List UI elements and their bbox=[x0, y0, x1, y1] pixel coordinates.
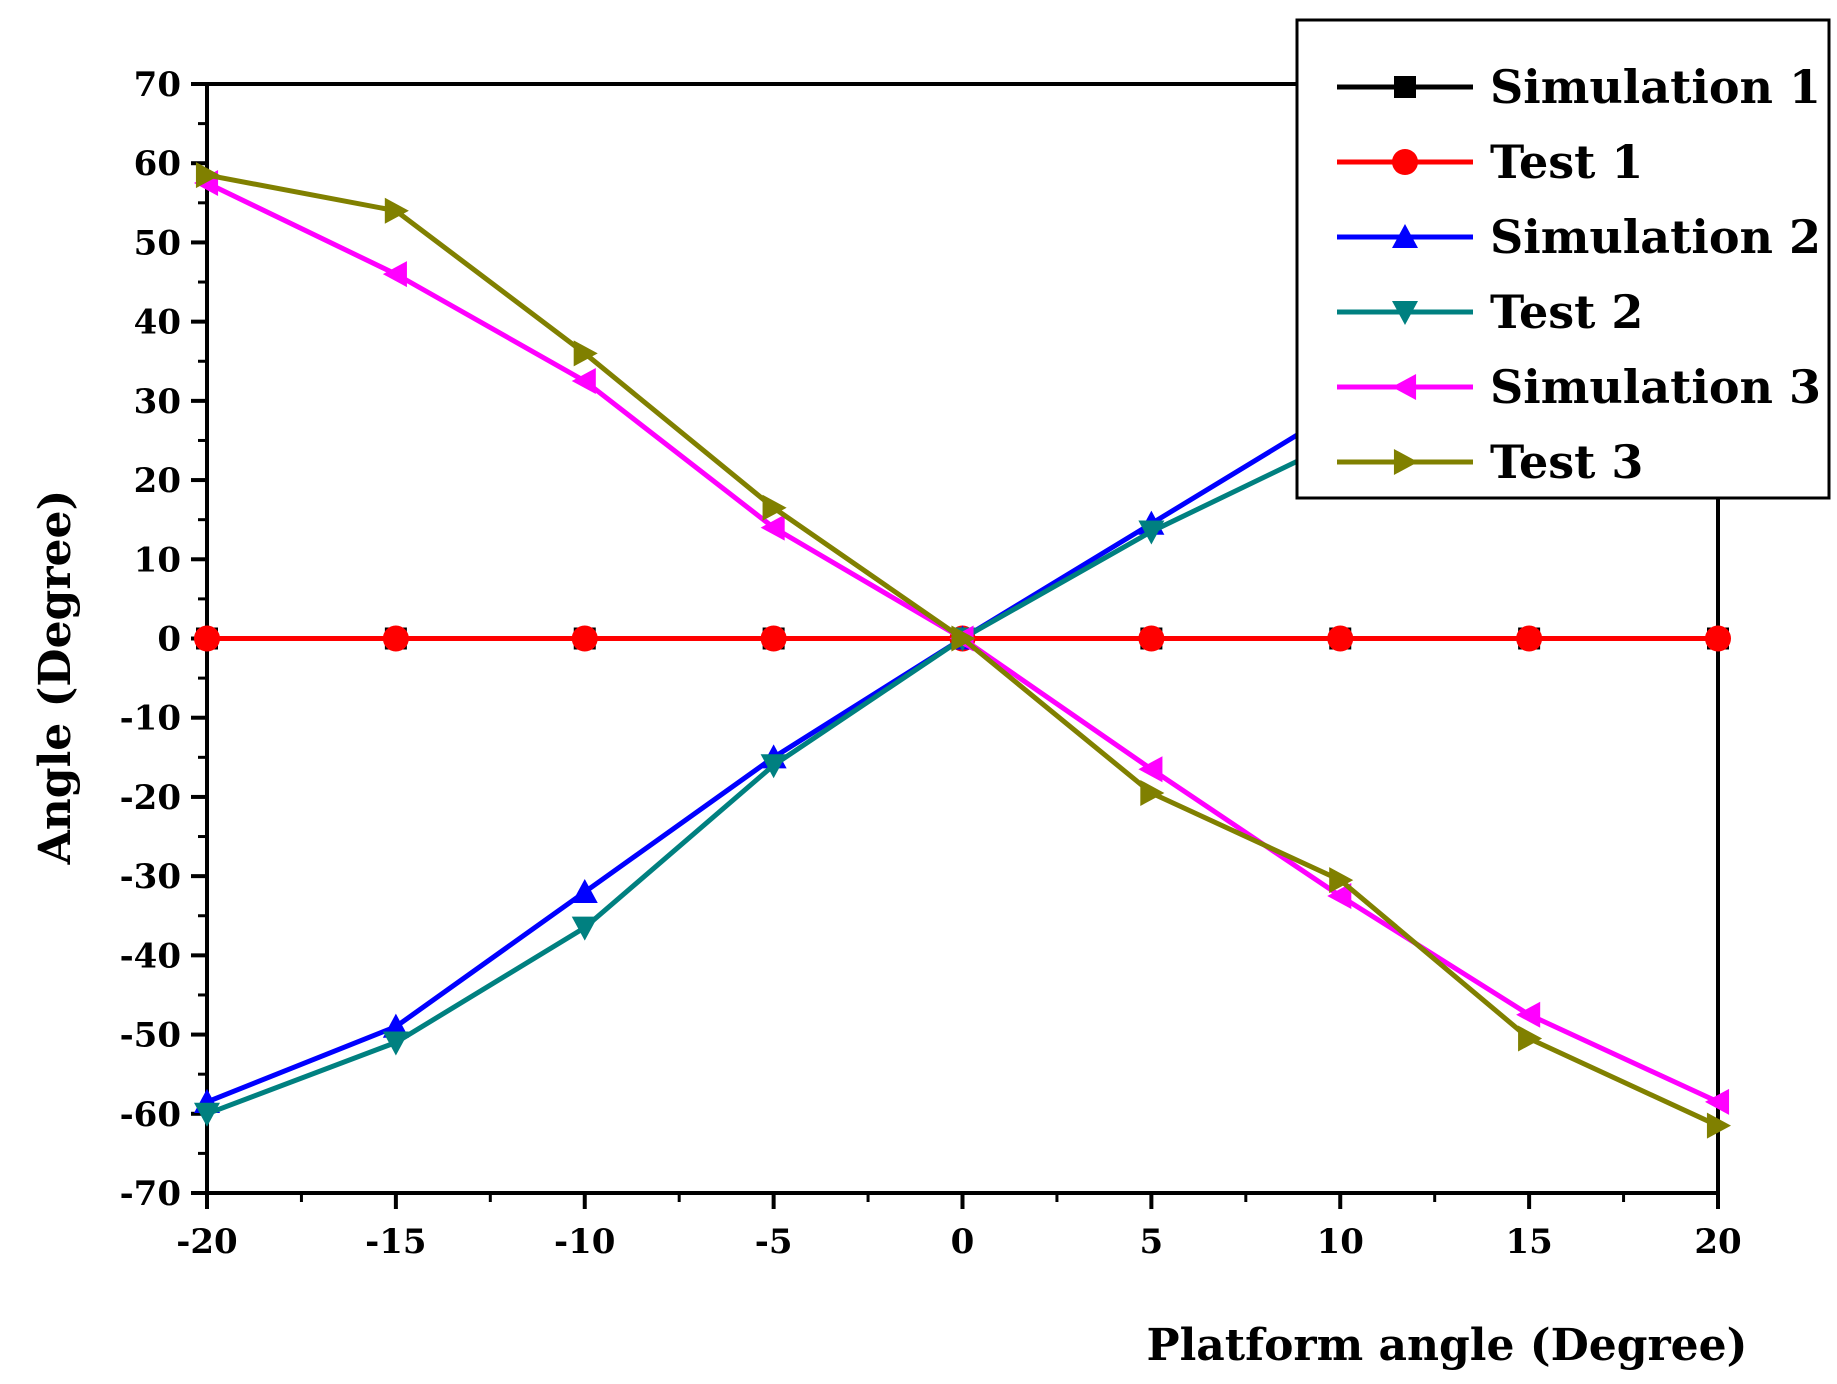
series-test-3 bbox=[195, 162, 1731, 1139]
legend-marker bbox=[1393, 449, 1418, 475]
data-point bbox=[1516, 625, 1543, 652]
y-tick-label: 60 bbox=[134, 144, 181, 184]
data-point bbox=[1138, 756, 1163, 783]
data-point bbox=[760, 754, 787, 779]
legend-item: Test 3 bbox=[1337, 435, 1643, 489]
y-tick-label: -30 bbox=[120, 857, 181, 897]
data-point bbox=[1327, 882, 1352, 909]
y-axis-title: Angle (Degree) bbox=[30, 490, 81, 866]
y-tick-label: 20 bbox=[134, 461, 181, 501]
x-tick-label: -5 bbox=[755, 1222, 793, 1262]
data-point bbox=[571, 916, 598, 941]
data-point bbox=[384, 197, 409, 224]
legend-item: Test 2 bbox=[1337, 285, 1643, 339]
data-point bbox=[1329, 867, 1354, 894]
legend-marker bbox=[1394, 76, 1416, 98]
x-axis-title: Platform angle (Degree) bbox=[1147, 1320, 1748, 1371]
data-point bbox=[571, 368, 596, 395]
x-tick-label: 10 bbox=[1317, 1222, 1364, 1262]
legend-marker bbox=[1392, 224, 1418, 249]
legend-marker bbox=[1392, 300, 1418, 325]
data-point bbox=[1138, 520, 1165, 545]
data-point bbox=[382, 261, 407, 288]
legend-item: Test 1 bbox=[1337, 135, 1643, 189]
y-tick-label: -50 bbox=[120, 1016, 181, 1056]
legend-label: Test 2 bbox=[1490, 285, 1643, 339]
legend-item: Simulation 1 bbox=[1337, 60, 1821, 114]
data-point bbox=[1138, 625, 1165, 652]
data-point bbox=[760, 625, 787, 652]
x-tick-label: 0 bbox=[951, 1222, 975, 1262]
y-tick-label: -60 bbox=[120, 1095, 181, 1135]
data-point bbox=[1140, 779, 1165, 806]
data-point bbox=[1516, 1001, 1541, 1028]
data-point bbox=[382, 625, 409, 652]
y-tick-label: 0 bbox=[157, 620, 181, 660]
x-tick-label: 5 bbox=[1140, 1222, 1164, 1262]
x-tick-label: -10 bbox=[554, 1222, 615, 1262]
data-point bbox=[762, 494, 787, 521]
legend-label: Simulation 2 bbox=[1490, 210, 1821, 264]
y-tick-label: 70 bbox=[134, 65, 181, 105]
series-layer bbox=[194, 162, 1731, 1139]
legend-item: Simulation 3 bbox=[1337, 360, 1821, 414]
y-tick-label: -10 bbox=[120, 699, 181, 739]
data-point bbox=[1705, 625, 1731, 652]
y-tick-label: 10 bbox=[134, 540, 181, 580]
legend-label: Simulation 1 bbox=[1490, 60, 1821, 114]
legend-box bbox=[1295, 18, 1831, 500]
legend-label: Test 3 bbox=[1490, 435, 1643, 489]
legend-label: Test 1 bbox=[1490, 135, 1643, 189]
data-point bbox=[382, 1031, 409, 1056]
legend-marker bbox=[1392, 149, 1418, 175]
y-tick-label: 50 bbox=[134, 223, 181, 263]
legend-item: Simulation 2 bbox=[1337, 210, 1821, 264]
y-tick-label: -20 bbox=[120, 778, 181, 818]
data-point bbox=[571, 625, 598, 652]
data-point bbox=[951, 625, 976, 652]
axes-layer: -20 -15 -10 -5 0 5 10 15 20706050403020100-10-20… bbox=[120, 65, 1742, 1262]
legend-label: Simulation 3 bbox=[1490, 360, 1821, 414]
data-point bbox=[760, 514, 785, 541]
data-point bbox=[1705, 1088, 1730, 1115]
x-tick-label: 15 bbox=[1505, 1222, 1552, 1262]
legend-marker bbox=[1392, 374, 1417, 400]
data-point bbox=[194, 1102, 220, 1127]
y-tick-label: 30 bbox=[134, 382, 181, 422]
x-tick-label: -15 bbox=[365, 1222, 426, 1262]
y-tick-label: 40 bbox=[134, 303, 181, 343]
y-tick-label: -40 bbox=[120, 936, 181, 976]
y-tick-label: -70 bbox=[120, 1174, 181, 1214]
data-point bbox=[1706, 1112, 1731, 1139]
data-point bbox=[195, 162, 220, 189]
data-point bbox=[571, 878, 598, 904]
legend: Simulation 1 Test 1 Simulation 2 Test 2 Simu… bbox=[1295, 18, 1831, 500]
x-tick-label: -20 bbox=[176, 1222, 237, 1262]
x-tick-label: 20 bbox=[1694, 1222, 1741, 1262]
data-point bbox=[194, 625, 220, 652]
data-point bbox=[1327, 625, 1354, 652]
data-point bbox=[573, 340, 598, 367]
data-point bbox=[1518, 1025, 1543, 1052]
